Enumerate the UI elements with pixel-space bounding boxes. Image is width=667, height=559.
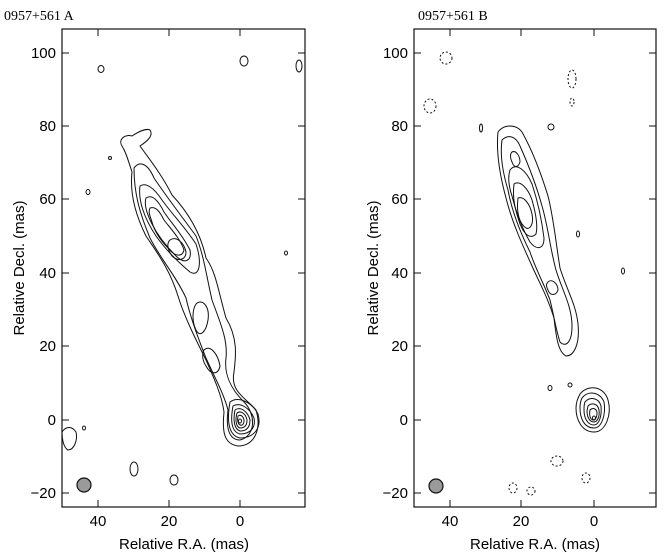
panel-a-ytick-label: 40 [39,265,56,282]
panel-b-x-ticks [449,29,595,507]
panel-b-frame [413,28,657,508]
panel-a-y-axis-title: Relative Decl. (mas) [11,200,28,335]
panel-a-ytick-label: 60 [39,191,56,208]
panel-b-beam-icon [428,478,444,494]
panel-b-y-ticks [414,52,656,494]
panel-a-frame [61,28,306,508]
panel-b-x-axis-title: Relative R.A. (mas) [470,536,600,553]
panel-b-ytick-label: −20 [383,485,408,502]
panel-a-beam-icon [76,477,92,493]
panel-a-xtick-label: 0 [236,513,244,530]
panel-b-y-axis-title: Relative Decl. (mas) [365,200,382,335]
panel-a-jet-contours [120,129,260,447]
panel-b-xtick-label: 40 [442,513,459,530]
panel-b-isolated-contours [423,51,625,496]
panel-b-ytick-label: 100 [383,45,408,62]
panel-a-title: 0957+561 A [4,9,75,24]
panel-a-y-ticks [62,52,305,494]
panel-a-xtick-label: 20 [161,513,178,530]
panel-a-xtick-label: 40 [90,513,107,530]
panel-a: 0957+561 A 100 80 60 40 20 0 −20 40 20 0 [4,9,306,553]
panel-a-ytick-label: −20 [31,485,56,502]
panel-b-title: 0957+561 B [418,9,488,24]
panel-a-x-axis-title: Relative R.A. (mas) [119,536,249,553]
panel-b-ytick-label: 0 [400,412,408,429]
panel-b-ytick-label: 40 [391,265,408,282]
panel-b-ytick-label: 60 [391,191,408,208]
panel-b: 0957+561 B 100 80 60 40 20 0 −20 40 20 0… [365,9,657,553]
panel-b-ytick-label: 80 [391,118,408,135]
panel-a-ytick-label: 0 [48,412,56,429]
panel-a-isolated-contours [61,55,303,486]
panel-a-ytick-label: 20 [39,338,56,355]
panel-a-ytick-label: 100 [31,45,56,62]
panel-a-ytick-label: 80 [39,118,56,135]
panel-b-ytick-label: 20 [391,338,408,355]
panel-b-xtick-label: 20 [513,513,530,530]
panel-b-xtick-label: 0 [590,513,598,530]
panel-b-jet-contours [497,125,610,433]
panel-a-x-ticks [97,29,241,507]
